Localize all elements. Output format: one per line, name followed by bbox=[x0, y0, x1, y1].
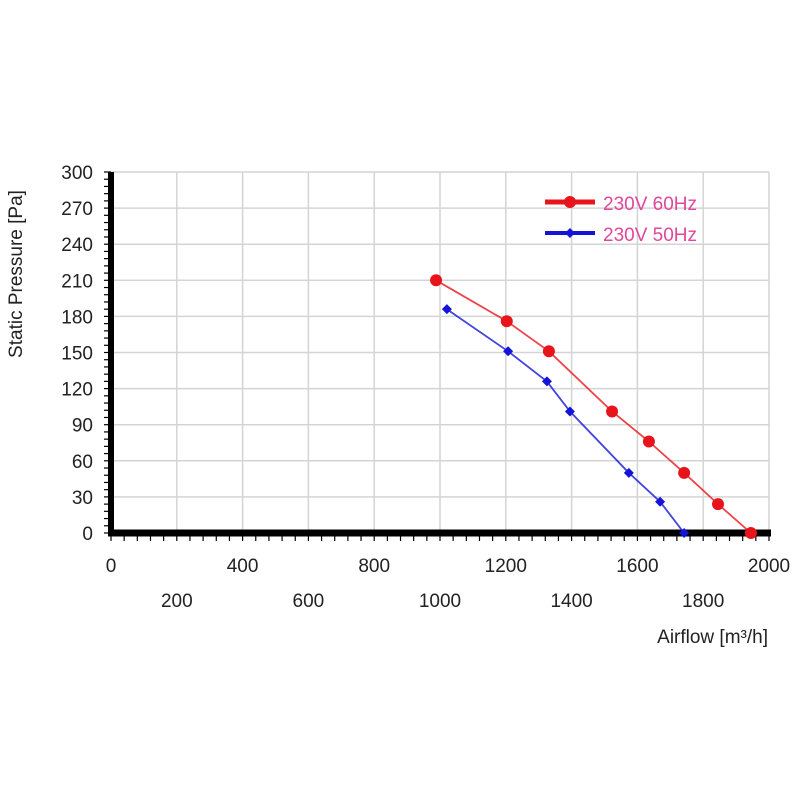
y-tick-label: 150 bbox=[61, 344, 93, 365]
data-point-diamond bbox=[541, 376, 552, 387]
y-axis-tick-labels: 0 30 60 90 120 150 180 210 240 270 300 bbox=[61, 163, 93, 545]
legend-label: 230V 50Hz bbox=[603, 225, 697, 246]
legend-item: 230V 50Hz bbox=[545, 225, 697, 246]
data-point-circle bbox=[500, 315, 513, 328]
series-line bbox=[435, 279, 752, 534]
x-tick-label: 1400 bbox=[550, 591, 592, 612]
y-axis-title: Static Pressure [Pa] bbox=[6, 190, 27, 358]
data-point-diamond bbox=[623, 467, 634, 478]
x-tick-label: 1000 bbox=[419, 591, 461, 612]
x-tick-label: 400 bbox=[227, 556, 259, 577]
data-point-diamond bbox=[679, 528, 690, 538]
x-tick-label: 0 bbox=[106, 556, 117, 577]
y-tick-label: 270 bbox=[61, 199, 93, 220]
data-point-circle bbox=[430, 274, 443, 287]
data-point-circle bbox=[564, 196, 576, 208]
data-point-circle bbox=[678, 466, 691, 479]
series-line bbox=[446, 308, 685, 534]
x-tick-label: 1200 bbox=[485, 556, 527, 577]
legend: 230V 60Hz 230V 50Hz bbox=[545, 194, 697, 246]
data-point-circle bbox=[606, 405, 619, 418]
data-point-diamond bbox=[503, 346, 514, 357]
x-axis-title: Airflow [m³/h] bbox=[657, 627, 768, 648]
x-tick-label: 800 bbox=[358, 556, 390, 577]
x-tick-label: 200 bbox=[161, 591, 193, 612]
data-series bbox=[430, 274, 757, 539]
data-point-diamond bbox=[655, 496, 666, 507]
y-tick-label: 90 bbox=[72, 416, 93, 437]
data-point-diamond bbox=[565, 228, 575, 238]
series-230v-60hz bbox=[430, 274, 757, 539]
legend-label: 230V 60Hz bbox=[603, 194, 697, 215]
x-tick-label: 600 bbox=[293, 591, 325, 612]
y-tick-label: 120 bbox=[61, 380, 93, 401]
y-tick-label: 240 bbox=[61, 235, 93, 256]
y-tick-label: 30 bbox=[72, 488, 93, 509]
data-point-diamond bbox=[441, 304, 452, 315]
x-tick-label: 1800 bbox=[682, 591, 724, 612]
axes bbox=[108, 172, 771, 537]
x-axis-tick-labels: 0 400 800 1200 1600 2000 200 600 1000 1400 1800 bbox=[106, 556, 790, 612]
x-tick-label: 1600 bbox=[616, 556, 658, 577]
y-tick-label: 60 bbox=[72, 452, 93, 473]
data-point-circle bbox=[744, 527, 757, 539]
legend-item: 230V 60Hz bbox=[545, 194, 697, 215]
data-point-circle bbox=[712, 498, 725, 511]
data-point-circle bbox=[542, 345, 555, 358]
y-tick-label: 300 bbox=[61, 163, 93, 184]
series-230v-50hz bbox=[441, 304, 690, 538]
y-tick-label: 0 bbox=[82, 524, 93, 545]
data-point-diamond bbox=[564, 406, 575, 417]
x-tick-label: 2000 bbox=[748, 556, 790, 577]
data-point-circle bbox=[642, 435, 655, 448]
y-tick-label: 180 bbox=[61, 307, 93, 328]
y-tick-label: 210 bbox=[61, 271, 93, 292]
